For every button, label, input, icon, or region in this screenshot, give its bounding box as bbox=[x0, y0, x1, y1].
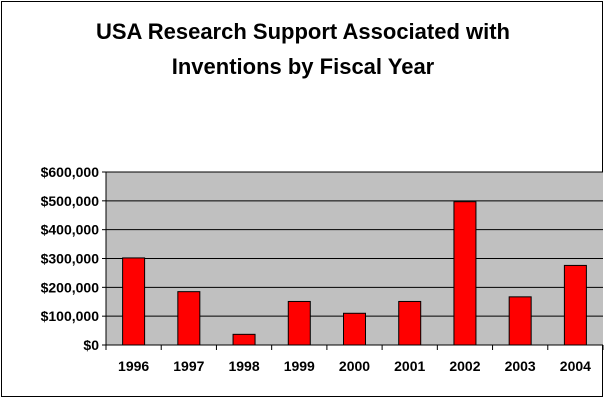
bar-2001 bbox=[398, 300, 422, 346]
x-axis: 1996 1997 1998 1999 2000 2001 2002 2003 2004 bbox=[105, 344, 604, 374]
bar-2000 bbox=[343, 312, 366, 346]
bar-1996 bbox=[122, 257, 146, 346]
y-tick-label: $100,000 bbox=[41, 308, 100, 324]
x-tick-label: 2004 bbox=[560, 358, 591, 374]
bar-2002 bbox=[453, 201, 477, 346]
y-tick-label: $500,000 bbox=[41, 193, 100, 209]
chart-title-line-1: USA Research Support Associated with bbox=[95, 19, 510, 44]
y-tick-label: $0 bbox=[83, 337, 99, 353]
bar-2003 bbox=[508, 296, 532, 346]
x-tick-label: 1999 bbox=[284, 358, 315, 374]
x-tick-label: 2000 bbox=[339, 358, 370, 374]
x-tick-label: 1998 bbox=[228, 358, 259, 374]
x-tick-label: 1996 bbox=[118, 358, 149, 374]
y-axis: $0 $100,000 $200,000 $300,000 $400,000 $500,0… bbox=[41, 164, 107, 353]
x-tick-label: 1997 bbox=[173, 358, 204, 374]
bar-2004 bbox=[563, 264, 587, 346]
x-tick-label: 2001 bbox=[394, 358, 425, 374]
x-tick-label: 2002 bbox=[449, 358, 480, 374]
y-tick-label: $300,000 bbox=[41, 251, 100, 267]
y-tick-label: $600,000 bbox=[41, 164, 100, 180]
x-tick-label: 2003 bbox=[505, 358, 536, 374]
chart-title-line-2: Inventions by Fiscal Year bbox=[171, 54, 435, 79]
bar-1997 bbox=[177, 291, 201, 346]
y-tick-label: $200,000 bbox=[41, 279, 100, 295]
y-tick-label: $400,000 bbox=[41, 222, 100, 238]
bar-1998 bbox=[232, 333, 256, 346]
bar-1999 bbox=[287, 300, 311, 346]
